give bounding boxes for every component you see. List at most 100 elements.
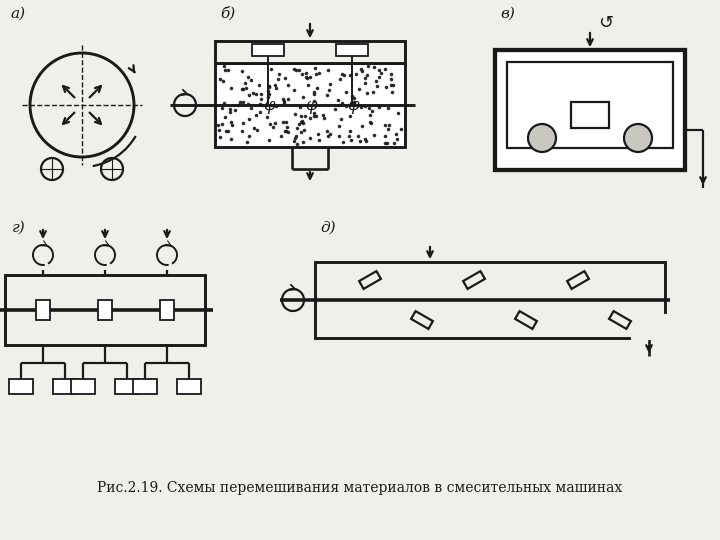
Point: [361, 70, 372, 79]
Bar: [53, 379, 77, 394]
Point: [366, 107, 378, 116]
Point: [236, 85, 248, 93]
Point: [217, 119, 228, 128]
Point: [300, 69, 311, 77]
Point: [359, 78, 370, 87]
Point: [264, 90, 275, 98]
Point: [310, 70, 322, 78]
Point: [269, 119, 281, 127]
Point: [329, 105, 341, 114]
Point: [243, 99, 254, 108]
Point: [279, 97, 290, 105]
Point: [271, 84, 282, 92]
Point: [337, 138, 348, 146]
Text: б): б): [220, 6, 235, 21]
Point: [294, 103, 306, 112]
Point: [248, 89, 259, 97]
Point: [313, 69, 325, 77]
Bar: [133, 379, 157, 394]
Point: [360, 136, 372, 145]
Point: [305, 114, 316, 123]
Point: [333, 121, 345, 130]
Point: [237, 98, 248, 106]
Point: [341, 88, 352, 97]
Circle shape: [528, 124, 556, 152]
Point: [333, 131, 345, 140]
Point: [273, 70, 284, 79]
Point: [392, 109, 404, 117]
Point: [321, 91, 333, 99]
Point: [390, 130, 401, 139]
Point: [361, 89, 372, 97]
Point: [222, 127, 234, 136]
Point: [295, 111, 307, 120]
Point: [255, 94, 266, 103]
Point: [236, 66, 248, 75]
Point: [270, 102, 282, 110]
Point: [291, 66, 302, 75]
Point: [311, 84, 323, 93]
Point: [243, 72, 254, 81]
Point: [370, 77, 382, 86]
Point: [262, 93, 274, 102]
Point: [218, 62, 230, 71]
Bar: [315, 262, 665, 338]
Point: [263, 86, 274, 95]
Point: [336, 98, 348, 107]
Text: φ: φ: [263, 97, 274, 114]
Point: [333, 101, 345, 110]
Point: [385, 80, 397, 89]
Bar: [9, 379, 33, 394]
Point: [325, 80, 336, 89]
Point: [348, 97, 360, 106]
Point: [352, 131, 364, 140]
Point: [294, 66, 305, 75]
Point: [218, 99, 230, 107]
Point: [323, 86, 334, 94]
Point: [264, 119, 276, 128]
Point: [297, 93, 309, 102]
Bar: [252, 44, 284, 56]
Point: [308, 111, 320, 120]
Point: [288, 86, 300, 94]
Point: [385, 75, 397, 83]
Point: [240, 84, 251, 92]
Point: [243, 131, 255, 140]
Point: [293, 120, 305, 129]
Point: [379, 139, 391, 147]
Bar: [98, 300, 112, 320]
Point: [243, 91, 255, 99]
Point: [385, 69, 397, 78]
Point: [305, 134, 316, 143]
Point: [291, 140, 302, 149]
Point: [278, 98, 289, 107]
Point: [309, 96, 320, 105]
Point: [217, 76, 228, 85]
Bar: [115, 379, 139, 394]
Point: [318, 111, 329, 119]
Point: [346, 92, 358, 100]
Point: [238, 85, 249, 93]
Point: [246, 76, 257, 84]
Point: [242, 137, 253, 146]
Point: [374, 103, 385, 111]
Point: [348, 98, 359, 107]
Point: [380, 83, 392, 92]
Bar: [177, 379, 201, 394]
Point: [356, 103, 367, 111]
Point: [388, 139, 400, 147]
Point: [382, 139, 393, 147]
Point: [265, 65, 276, 73]
Point: [359, 102, 370, 110]
Point: [346, 136, 357, 144]
Point: [269, 81, 281, 90]
Point: [310, 112, 322, 120]
Point: [277, 117, 289, 126]
Point: [395, 125, 406, 133]
Point: [256, 90, 267, 98]
Point: [309, 64, 320, 72]
Point: [220, 127, 232, 136]
Point: [291, 124, 302, 132]
Point: [289, 64, 300, 73]
Text: д): д): [320, 221, 336, 235]
